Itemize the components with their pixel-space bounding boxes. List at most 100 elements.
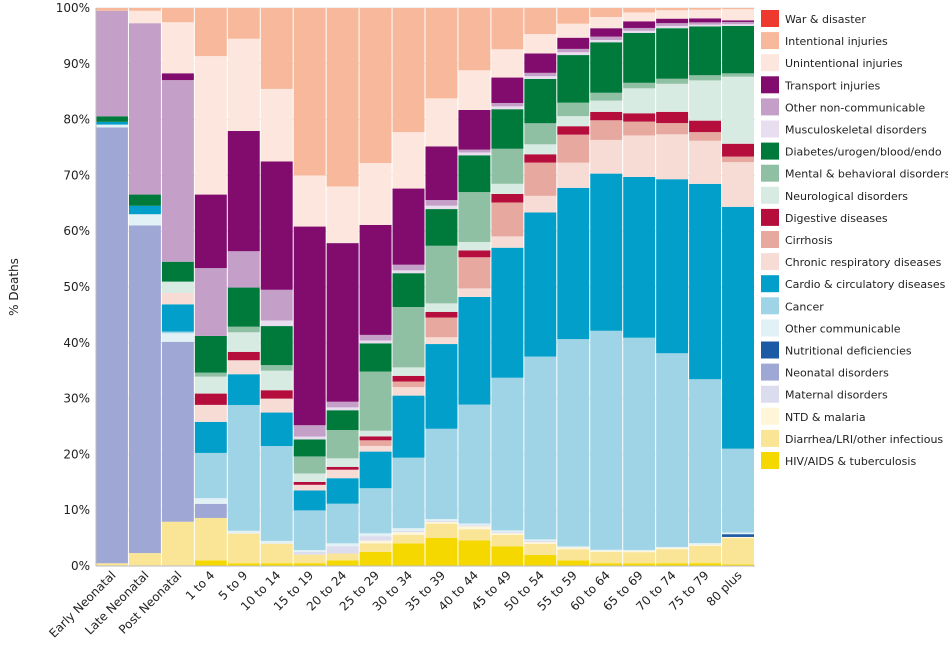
bar-segment	[524, 34, 557, 54]
bar-segment	[590, 551, 623, 564]
bar-segment	[623, 27, 656, 31]
bar-segment	[491, 530, 524, 533]
bar-segment	[128, 10, 161, 24]
bar-segment	[359, 451, 392, 489]
bar-segment	[491, 109, 524, 149]
bar-segment	[194, 517, 227, 561]
bar-segment	[623, 549, 656, 552]
bar-segment	[689, 80, 722, 121]
bar-segment	[326, 553, 359, 561]
bar-segment	[458, 540, 491, 566]
bar-segment	[96, 121, 128, 125]
bar-segment	[128, 23, 161, 195]
bar-segment	[458, 525, 491, 527]
bar-segment	[590, 330, 623, 550]
bar-segment	[557, 37, 590, 49]
bar-segment	[260, 88, 293, 162]
bar-segment	[689, 24, 722, 27]
bar-segment	[425, 205, 458, 210]
bar-segment	[392, 543, 425, 566]
bar-segment	[293, 456, 326, 474]
bar-segment	[359, 371, 392, 431]
bar-segment	[96, 127, 128, 564]
bar-segment	[623, 113, 656, 122]
bar-segment	[458, 8, 491, 71]
bars	[96, 8, 754, 566]
bar-segment	[623, 8, 656, 13]
bar-segment	[656, 25, 689, 29]
legend-label: War & disaster	[785, 13, 866, 26]
legend-label: Nutritional deficiencies	[785, 345, 912, 358]
bar-segment	[491, 236, 524, 248]
bar-segment	[293, 8, 326, 176]
bar-segment	[524, 195, 557, 213]
bar-segment	[392, 381, 425, 388]
legend-label: NTD & malaria	[785, 411, 866, 424]
bar-segment	[524, 154, 557, 163]
bar-segment	[656, 78, 689, 84]
bar-segment	[623, 135, 656, 178]
bar-segment	[689, 26, 722, 76]
bar-segment	[722, 532, 754, 535]
legend-swatch	[761, 231, 779, 248]
bar-segment	[656, 134, 689, 180]
bar-segment	[161, 261, 194, 282]
bar-segment	[590, 550, 623, 552]
bar-segment	[227, 251, 260, 288]
legend-swatch	[761, 54, 779, 72]
bar-segment	[359, 540, 392, 544]
bar-segment	[656, 548, 689, 550]
bar-segment	[557, 55, 590, 103]
bar-segment	[689, 379, 722, 544]
bar-segment	[293, 550, 326, 552]
bar-segment	[260, 8, 293, 89]
bar-segment	[359, 225, 392, 335]
bar-segment	[425, 521, 458, 524]
bar-segment	[227, 8, 260, 39]
bar-segment	[491, 533, 524, 535]
bar-segment	[491, 377, 524, 531]
bar-segment	[392, 264, 425, 271]
bar-segment	[161, 281, 194, 293]
bar-segment	[722, 21, 754, 25]
bar-segment	[689, 75, 722, 81]
legend-swatch	[761, 319, 779, 337]
bar-segment	[689, 543, 722, 545]
bar-segment	[293, 481, 326, 485]
bar-segment	[524, 53, 557, 73]
bar-segment	[194, 335, 227, 373]
bar-segment	[161, 304, 194, 332]
bar-segment	[326, 503, 359, 544]
bar-segment	[194, 56, 227, 195]
bar-segment	[458, 523, 491, 526]
bar-segment	[425, 428, 458, 520]
bar-segment	[326, 469, 359, 479]
bar-segment	[524, 162, 557, 196]
bar-segment	[392, 188, 425, 265]
bar-segment	[722, 9, 754, 21]
y-tick-label: 30%	[63, 392, 90, 406]
y-tick-label: 0%	[71, 559, 90, 573]
bar-segment	[128, 225, 161, 554]
legend-swatch	[761, 253, 779, 271]
bar-segment	[458, 257, 491, 289]
bar-segment	[227, 374, 260, 405]
bar-segment	[359, 488, 392, 534]
bar-segment	[524, 123, 557, 145]
bar-segment	[293, 554, 326, 564]
bar-segment	[227, 360, 260, 375]
bar-segment	[293, 490, 326, 511]
bar-segment	[359, 440, 392, 446]
bar-segment	[293, 473, 326, 482]
legend-label: HIV/AIDS & tuberculosis	[785, 455, 916, 468]
bar-segment	[161, 22, 194, 74]
bar-segment	[557, 547, 590, 550]
bar-segment	[425, 98, 458, 147]
bar-segment	[524, 8, 557, 35]
bar-segment	[491, 183, 524, 194]
bar-segment	[326, 401, 359, 408]
y-axis-label: % Deaths	[7, 258, 21, 316]
bar-segment	[96, 8, 128, 11]
bar-segment	[590, 100, 623, 112]
bar-segment	[260, 543, 293, 564]
